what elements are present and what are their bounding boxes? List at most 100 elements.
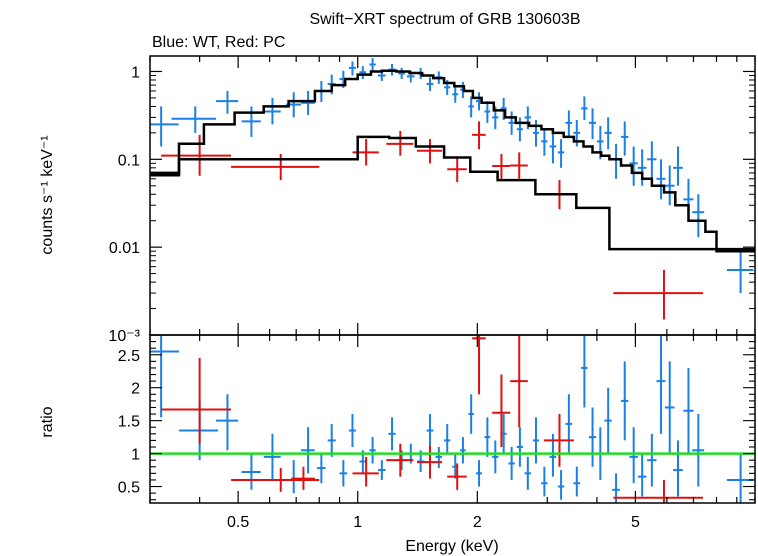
wt-ratio-point xyxy=(581,335,588,408)
wt-ratio-point xyxy=(557,470,565,500)
x-tick-label: 0.5 xyxy=(227,514,249,531)
wt-data-point xyxy=(263,97,281,125)
wt-data-point xyxy=(516,117,523,142)
pc-ratio-point xyxy=(231,468,320,492)
wt-ratio-point xyxy=(348,414,356,447)
wt-data-point xyxy=(150,106,179,147)
y-axis-label-spectrum: counts s⁻¹ keV⁻¹ xyxy=(39,135,56,254)
wt-ratio-point xyxy=(317,453,326,484)
wt-data-point xyxy=(621,121,629,156)
pc-data-point xyxy=(510,152,528,179)
wt-ratio-point xyxy=(692,414,705,487)
y-tick-label: 0.5 xyxy=(118,480,140,497)
wt-data-point xyxy=(549,132,557,164)
wt-data-point xyxy=(692,194,705,238)
wt-ratio-point xyxy=(604,387,612,454)
pc-ratio-point xyxy=(291,466,315,490)
y-tick-label: 10⁻³ xyxy=(108,328,140,345)
wt-data-point xyxy=(612,143,620,179)
wt-data-point xyxy=(604,117,612,150)
pc-ratio-point xyxy=(386,443,414,477)
wt-ratio-point xyxy=(656,335,666,434)
wt-data-point xyxy=(398,67,405,80)
wt-ratio-point xyxy=(426,414,434,447)
wt-data-point xyxy=(541,129,548,156)
wt-ratio-point xyxy=(378,460,386,480)
pc-ratio-point xyxy=(447,463,467,490)
wt-data-point xyxy=(629,146,638,186)
pc-ratio-point xyxy=(510,335,528,428)
wt-data-point xyxy=(301,90,315,115)
wt-ratio-point xyxy=(629,427,638,484)
pc-data-point xyxy=(447,157,467,183)
wt-ratio-point xyxy=(683,367,694,454)
wt-data-point xyxy=(565,110,573,137)
wt-ratio-point xyxy=(476,460,482,487)
wt-data-point xyxy=(426,77,434,91)
wt-ratio-point xyxy=(508,447,515,480)
wt-ratio-point xyxy=(541,466,548,497)
wt-ratio-point xyxy=(369,437,376,464)
wt-data-point xyxy=(468,96,474,118)
y-tick-label: 0.1 xyxy=(118,152,140,169)
chart-subtitle: Blue: WT, Red: PC xyxy=(152,34,285,51)
wt-data-point xyxy=(524,106,532,130)
pc-ratio-point xyxy=(417,445,443,479)
pc-ratio-point xyxy=(472,335,486,395)
y-axis-label-ratio: ratio xyxy=(39,406,56,437)
pc-data-point xyxy=(472,121,486,150)
pc-data-point xyxy=(352,139,379,166)
pc-ratio-point xyxy=(352,456,379,487)
x-axis-label: Energy (keV) xyxy=(405,538,498,555)
wt-data-point xyxy=(359,66,367,80)
wt-ratio-point xyxy=(726,453,754,503)
wt-data-point xyxy=(452,86,459,103)
wt-ratio-point xyxy=(444,423,451,454)
wt-ratio-point xyxy=(647,433,657,487)
wt-data-point xyxy=(484,101,491,123)
wt-data-point xyxy=(673,146,683,186)
model-line-wt xyxy=(150,69,755,253)
x-tick-label: 1 xyxy=(353,514,362,531)
wt-ratio-point xyxy=(484,417,491,457)
wt-ratio-point xyxy=(573,466,581,497)
wt-ratio-point xyxy=(621,361,629,441)
wt-ratio-point xyxy=(286,460,302,494)
wt-data-point xyxy=(726,251,754,294)
wt-ratio-point xyxy=(327,423,336,457)
ratio-panel: 0.5 1 2 5 0.5 1 1.5 2 2.5 xyxy=(118,334,756,531)
wt-ratio-point xyxy=(637,453,647,497)
pc-ratio-point xyxy=(492,374,511,447)
wt-data-point xyxy=(532,120,540,147)
chart-title: Swift−XRT spectrum of GRB 130603B xyxy=(309,11,580,28)
wt-data-point xyxy=(171,106,217,133)
pc-ratio-point xyxy=(613,479,704,503)
wt-data-point xyxy=(557,139,565,168)
model-line-pc xyxy=(150,135,755,251)
x-tick-label: 5 xyxy=(631,514,640,531)
wt-ratio-point xyxy=(216,394,239,451)
ratio-axes-frame xyxy=(149,334,756,504)
wt-data-point xyxy=(216,90,239,114)
wt-data-point xyxy=(348,61,356,76)
wt-data-point xyxy=(664,165,675,206)
wt-data-point xyxy=(647,141,657,179)
wt-ratio-point xyxy=(516,427,523,467)
wt-data-point xyxy=(637,149,647,186)
y-tick-label: 2 xyxy=(131,381,140,398)
spectrum-panel: 1 0.1 0.01 10⁻³ xyxy=(108,55,756,345)
wt-ratio-point xyxy=(435,447,443,469)
wt-data-point xyxy=(588,108,597,140)
wt-ratio-point xyxy=(588,407,597,467)
wt-ratio-point xyxy=(524,456,532,490)
pc-data-point xyxy=(492,153,511,179)
pc-data-point xyxy=(417,139,443,164)
wt-data-point xyxy=(241,106,261,137)
wt-ratio-point xyxy=(339,460,348,487)
x-tick-label: 2 xyxy=(473,514,482,531)
wt-data-point xyxy=(508,111,515,135)
wt-ratio-point xyxy=(388,417,396,451)
wt-data-point xyxy=(656,159,666,200)
y-tick-label: 1 xyxy=(131,64,140,81)
wt-ratio-point xyxy=(532,417,540,464)
